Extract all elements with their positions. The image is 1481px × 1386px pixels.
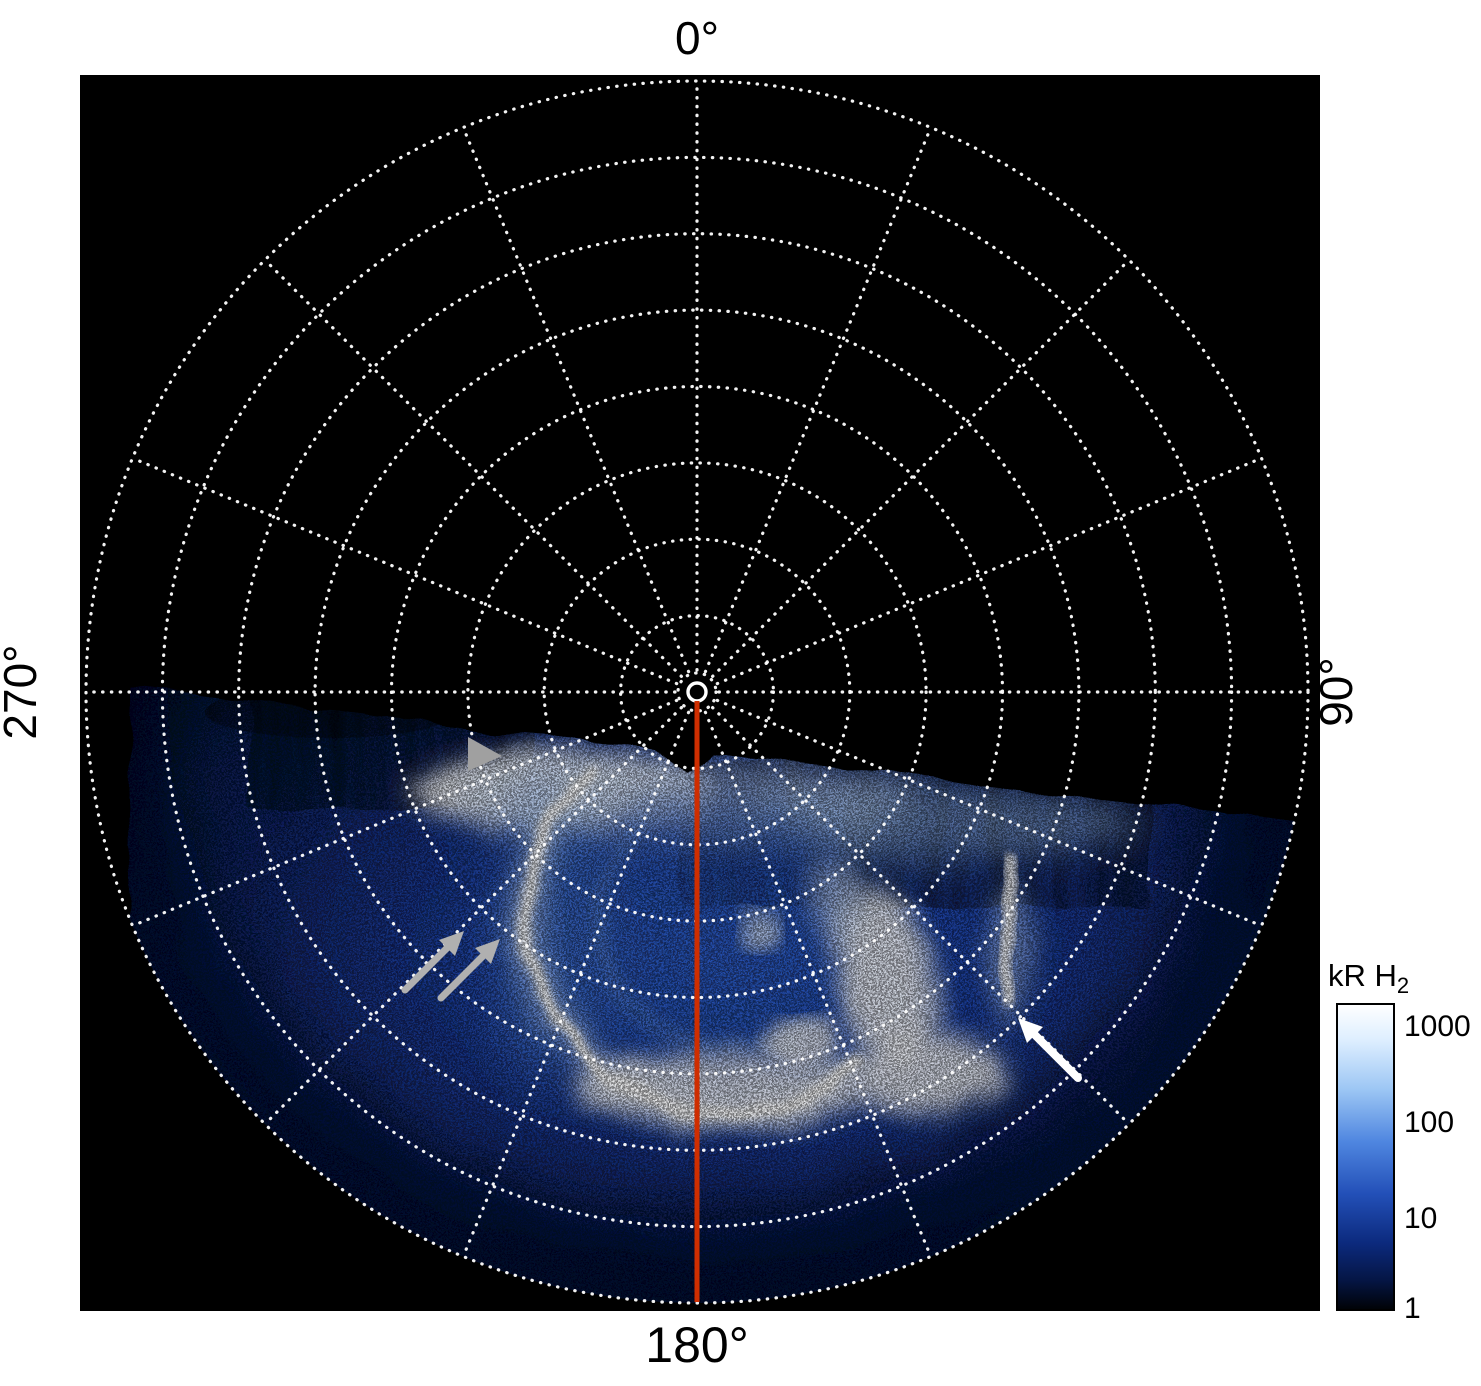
gray-double-arrow-annotation — [401, 931, 500, 1002]
grid-circle-inner — [676, 671, 718, 713]
grid-radial-line — [263, 705, 684, 1126]
colorbar-title: kR H2 — [1328, 958, 1409, 998]
grid-circle — [160, 155, 1234, 1229]
grid-radial-line — [461, 125, 691, 674]
grid-radial-line — [715, 698, 1264, 928]
detached-west-emission — [205, 686, 455, 738]
angle-label-0: 0° — [675, 12, 719, 64]
colorbar: kR H2 1000 100 10 1 — [1328, 958, 1471, 1325]
grid-radial-line — [715, 456, 1264, 686]
colorbar-tick-100: 100 — [1404, 1106, 1454, 1139]
grid-radial-line — [703, 710, 933, 1259]
grid-radial-line — [263, 258, 684, 679]
grid-radial-line — [130, 698, 679, 928]
white-arrow-annotation — [1018, 1018, 1082, 1082]
grid-circle — [84, 79, 1310, 1305]
angle-label-180: 180° — [645, 1317, 748, 1373]
gray-arrowhead-annotation — [468, 737, 502, 771]
colorbar-gradient — [1336, 1003, 1395, 1311]
grid-radial-line — [130, 456, 679, 686]
grid-radial-line — [710, 705, 1131, 1126]
grid-radial-line — [461, 710, 691, 1259]
grid-radial-line — [710, 258, 1131, 679]
colorbar-tick-10: 10 — [1404, 1202, 1437, 1235]
colorbar-tick-1000: 1000 — [1404, 1010, 1471, 1043]
angle-label-270: 270° — [0, 644, 46, 739]
angle-label-90: 90° — [1310, 657, 1362, 727]
polar-grid — [84, 79, 1310, 1305]
grid-radial-line — [703, 125, 933, 674]
colorbar-tick-1: 1 — [1404, 1292, 1421, 1325]
grid-circle — [237, 232, 1157, 1152]
